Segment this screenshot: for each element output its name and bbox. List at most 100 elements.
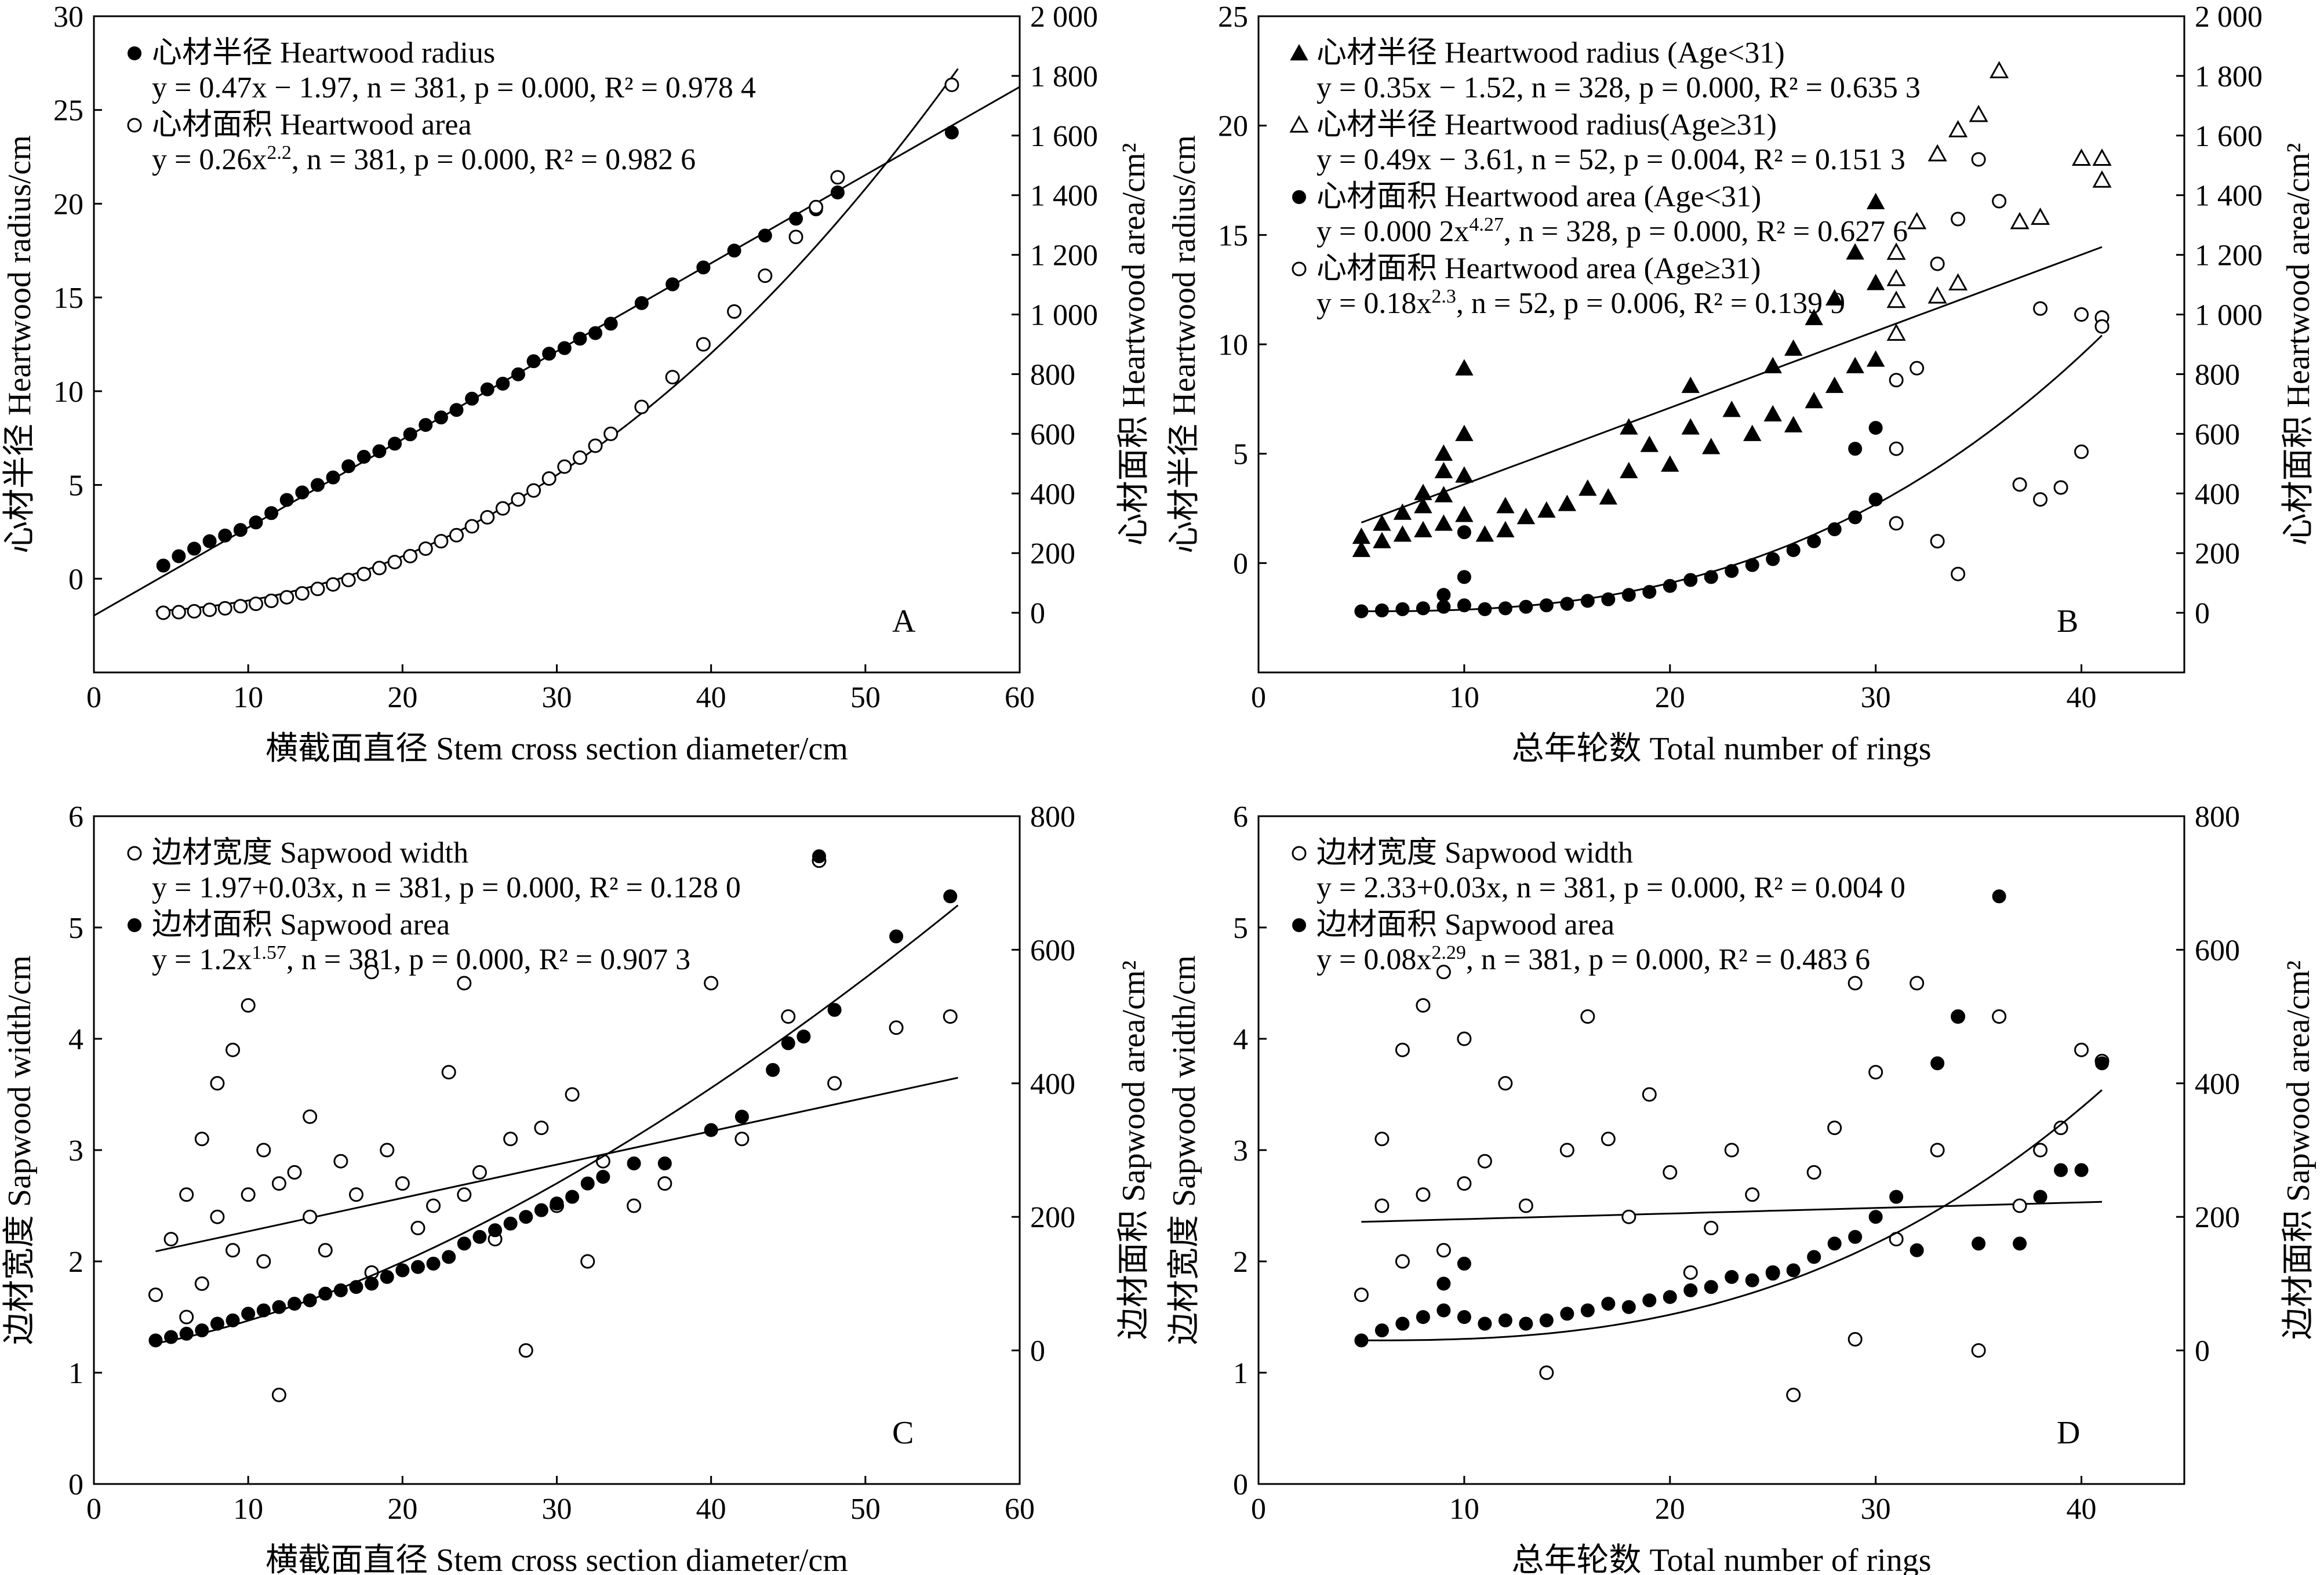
x-tick-label: 60 xyxy=(1005,681,1035,714)
legend-label: 边材面积 Sapwood area xyxy=(152,908,450,941)
panel-a: 0 10 20 30 40 50 6005101520253002004006008001 … xyxy=(2,1,1152,767)
data-point xyxy=(1663,579,1677,593)
data-point xyxy=(434,534,449,549)
legend-label: 边材宽度 Sapwood width xyxy=(152,836,468,870)
data-point xyxy=(1559,1143,1574,1158)
data-point xyxy=(944,77,959,92)
data-point xyxy=(1455,359,1474,376)
data-point xyxy=(1621,588,1636,602)
data-point xyxy=(403,548,418,563)
data-point xyxy=(326,470,340,485)
data-point xyxy=(1434,486,1453,503)
data-point xyxy=(503,1132,518,1147)
data-point xyxy=(364,965,379,980)
y-right-tick-label: 0 xyxy=(2195,1335,2210,1368)
x-tick-label: 10 xyxy=(233,681,263,714)
data-point xyxy=(1434,514,1453,531)
data-point xyxy=(1927,144,1947,162)
data-point xyxy=(1354,604,1369,619)
data-point xyxy=(1786,1263,1801,1278)
data-point xyxy=(1951,566,1966,581)
data-point xyxy=(233,599,248,614)
data-point xyxy=(2072,148,2092,166)
x-axis-title: 总年轮数 Total number of rings xyxy=(1512,731,1932,767)
data-point xyxy=(2074,307,2089,322)
data-point xyxy=(179,1310,194,1325)
data-point xyxy=(194,1132,209,1147)
data-point xyxy=(1352,540,1371,557)
data-point xyxy=(511,367,525,381)
data-point xyxy=(388,437,402,451)
data-point xyxy=(1436,1303,1451,1318)
data-point xyxy=(1621,1209,1636,1224)
data-point xyxy=(1825,289,1844,305)
fit-line xyxy=(1361,1089,2103,1341)
x-axis-title: 横截面直径 Stem cross section diameter/cm xyxy=(266,1543,848,1575)
data-point xyxy=(1434,444,1453,461)
data-point xyxy=(1786,543,1801,558)
y-right-tick-label: 600 xyxy=(1030,934,1075,967)
data-point xyxy=(279,590,294,605)
data-point xyxy=(1763,405,1782,421)
data-point xyxy=(1560,1307,1574,1321)
y-left-tick-label: 0 xyxy=(1233,1468,1248,1501)
data-point xyxy=(665,370,680,385)
data-point xyxy=(1825,376,1844,393)
data-point xyxy=(1745,558,1759,572)
data-point xyxy=(1848,442,1863,456)
data-point xyxy=(557,459,572,474)
data-point xyxy=(2033,301,2048,316)
y-left-tick-label: 10 xyxy=(53,376,83,409)
data-point xyxy=(202,602,217,617)
data-point xyxy=(2033,1143,2048,1158)
y-right-tick-label: 1 000 xyxy=(2195,299,2263,332)
y-right-tick-label: 200 xyxy=(1030,537,1075,570)
data-point xyxy=(1969,104,1988,122)
y-right-tick-label: 0 xyxy=(1030,597,1045,630)
data-point xyxy=(657,1176,672,1191)
y-right-axis-title: 边材面积 Sapwood area/cm² xyxy=(2281,961,2316,1340)
panel-label: B xyxy=(2057,603,2078,639)
data-point xyxy=(271,1387,286,1402)
data-point xyxy=(2074,1163,2089,1177)
y-right-tick-label: 600 xyxy=(1030,418,1075,451)
legend-label: 心材半径 Heartwood radius xyxy=(152,37,495,70)
data-point xyxy=(781,1009,796,1024)
data-point xyxy=(781,1036,795,1050)
data-point xyxy=(542,347,557,361)
data-point xyxy=(1455,424,1474,441)
y-left-axis-title: 边材宽度 Sapwood width/cm xyxy=(2,955,38,1345)
data-point xyxy=(1516,508,1536,525)
data-point xyxy=(1868,1065,1883,1080)
data-point xyxy=(1907,212,1927,230)
y-right-tick-label: 200 xyxy=(2195,1201,2240,1234)
data-point xyxy=(1434,461,1453,479)
data-point xyxy=(1704,1280,1718,1294)
data-point xyxy=(1642,1087,1657,1102)
data-point xyxy=(1436,1276,1451,1291)
y-right-tick-label: 800 xyxy=(1030,358,1075,391)
data-point xyxy=(1642,585,1657,599)
data-point xyxy=(1496,521,1515,537)
y-left-axis-title: 心材半径 Heartwood radius/cm xyxy=(1166,135,1202,554)
y-left-tick-label: 20 xyxy=(53,188,83,221)
y-left-tick-label: 5 xyxy=(1233,912,1248,945)
data-point xyxy=(256,1303,271,1318)
y-left-tick-label: 2 xyxy=(1233,1246,1248,1279)
fit-line xyxy=(155,1076,958,1253)
data-point xyxy=(426,1198,441,1213)
data-point xyxy=(665,277,680,292)
x-tick-label: 30 xyxy=(542,1493,572,1526)
data-point xyxy=(1620,418,1638,435)
data-point xyxy=(341,572,356,587)
data-point xyxy=(1374,1132,1390,1147)
y-right-tick-label: 1 200 xyxy=(1030,239,1098,272)
y-right-tick-label: 1 800 xyxy=(2195,60,2263,93)
data-point xyxy=(410,1220,425,1235)
data-point xyxy=(1930,1056,1945,1071)
data-point xyxy=(2092,148,2112,166)
data-point xyxy=(172,549,186,563)
legend-marker xyxy=(128,46,141,60)
